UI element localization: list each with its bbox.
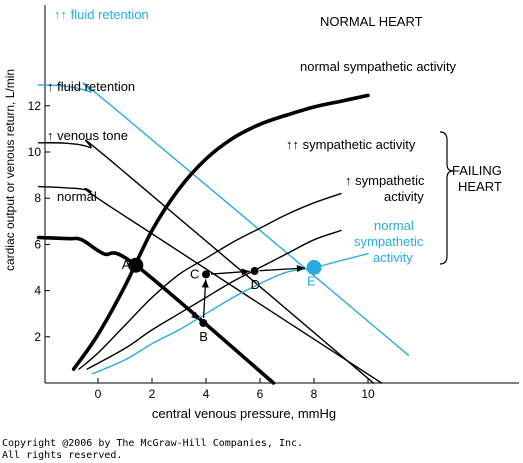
- y-tick-label: 6: [34, 237, 41, 251]
- arrowhead-C-to-D: [241, 268, 250, 276]
- arrow-A-to-B: [142, 270, 200, 321]
- equilibrium-points: A B C D E: [122, 257, 322, 344]
- shift-arrows: [142, 265, 306, 321]
- y-axis-title: cardiac output or venous return, L/min: [3, 69, 17, 271]
- normal-heart-label: NORMAL HEART: [320, 14, 423, 29]
- x-tick-label: 10: [361, 387, 375, 401]
- double-up-sympathetic-label: ↑↑ sympathetic activity: [286, 137, 416, 152]
- point-A-marker: [128, 257, 144, 273]
- point-D-marker: [250, 266, 259, 275]
- single-up-sympathetic-label-2: activity: [384, 189, 424, 204]
- point-E-label: E: [307, 274, 316, 289]
- failing-heart-label-2: HEART: [458, 179, 502, 194]
- arrowhead-A-to-B: [191, 311, 200, 320]
- x-tick-label: 0: [95, 387, 102, 401]
- y-tick-label: 8: [34, 191, 41, 205]
- point-C-marker: [202, 270, 210, 279]
- point-A-label: A: [122, 257, 131, 272]
- curves: [36, 82, 410, 385]
- failing-heart-label-1: FAILING: [452, 163, 502, 178]
- venous-tone-label: ↑ venous tone: [47, 128, 128, 143]
- cardiac-function-curve-blue-normal-sympathetic-activity: [91, 252, 369, 375]
- copyright-line-2: All rights reserved.: [2, 450, 123, 461]
- cardiac-function-curve-black-up-sympathetic-activity: [86, 229, 342, 370]
- x-tick-label: 2: [149, 387, 156, 401]
- copyright-line-1: Copyright @2006 by The McGraw-Hill Compa…: [2, 438, 304, 449]
- venous-return-curve-black-up-venous-tone: [37, 185, 383, 384]
- blue-normal-sympathetic-label-2: sympathetic: [354, 234, 424, 249]
- blue-normal-sympathetic-label-1: normal: [374, 218, 414, 233]
- single-up-sympathetic-label-1: ↑ sympathetic: [345, 173, 425, 188]
- venous-return-curve-black-normal: [36, 235, 276, 385]
- y-tick-label: 4: [34, 284, 41, 298]
- y-tick-label: 12: [28, 99, 42, 113]
- point-E-marker: [306, 260, 322, 275]
- point-C-label: C: [190, 266, 199, 281]
- failing-heart-bracket: [439, 131, 454, 265]
- point-B-marker: [199, 318, 208, 327]
- blue-normal-sympathetic-label-3: activity: [373, 250, 413, 265]
- y-tick-label: 10: [28, 145, 42, 159]
- x-tick-label: 6: [257, 387, 264, 401]
- point-D-label: D: [251, 277, 260, 292]
- axes: 0 2 4 6 8 10 2 4 6 8 10 12: [28, 5, 519, 401]
- x-tick-label: 4: [203, 387, 210, 401]
- x-axis-title: central venous pressure, mmHg: [152, 406, 336, 421]
- cardiac-function-curve-black-normal-sympathetic-activity: [71, 93, 370, 371]
- arrowhead-D-to-E: [296, 265, 305, 272]
- x-tick-label: 8: [311, 387, 318, 401]
- double-up-fluid-retention-label: ↑↑ fluid retention: [54, 7, 149, 22]
- venous-return-curve-blue-up-up-fluid-retention: [37, 82, 410, 356]
- single-up-fluid-retention-label: ↑ fluid retention: [47, 79, 135, 94]
- copyright-notice: Copyright @2006 by The McGraw-Hill Compa…: [2, 438, 303, 462]
- cardiac-function-curve-black-up-up-sympathetic-activity: [78, 192, 342, 370]
- normal-sympathetic-label: normal sympathetic activity: [300, 59, 457, 74]
- venous-return-curve-black-up-fluid-retention: [37, 139, 375, 384]
- arrowhead-B-to-C: [201, 279, 209, 288]
- y-tick-label: 2: [34, 330, 41, 344]
- normal-venous-return-label: normal: [57, 189, 97, 204]
- point-B-label: B: [199, 329, 208, 344]
